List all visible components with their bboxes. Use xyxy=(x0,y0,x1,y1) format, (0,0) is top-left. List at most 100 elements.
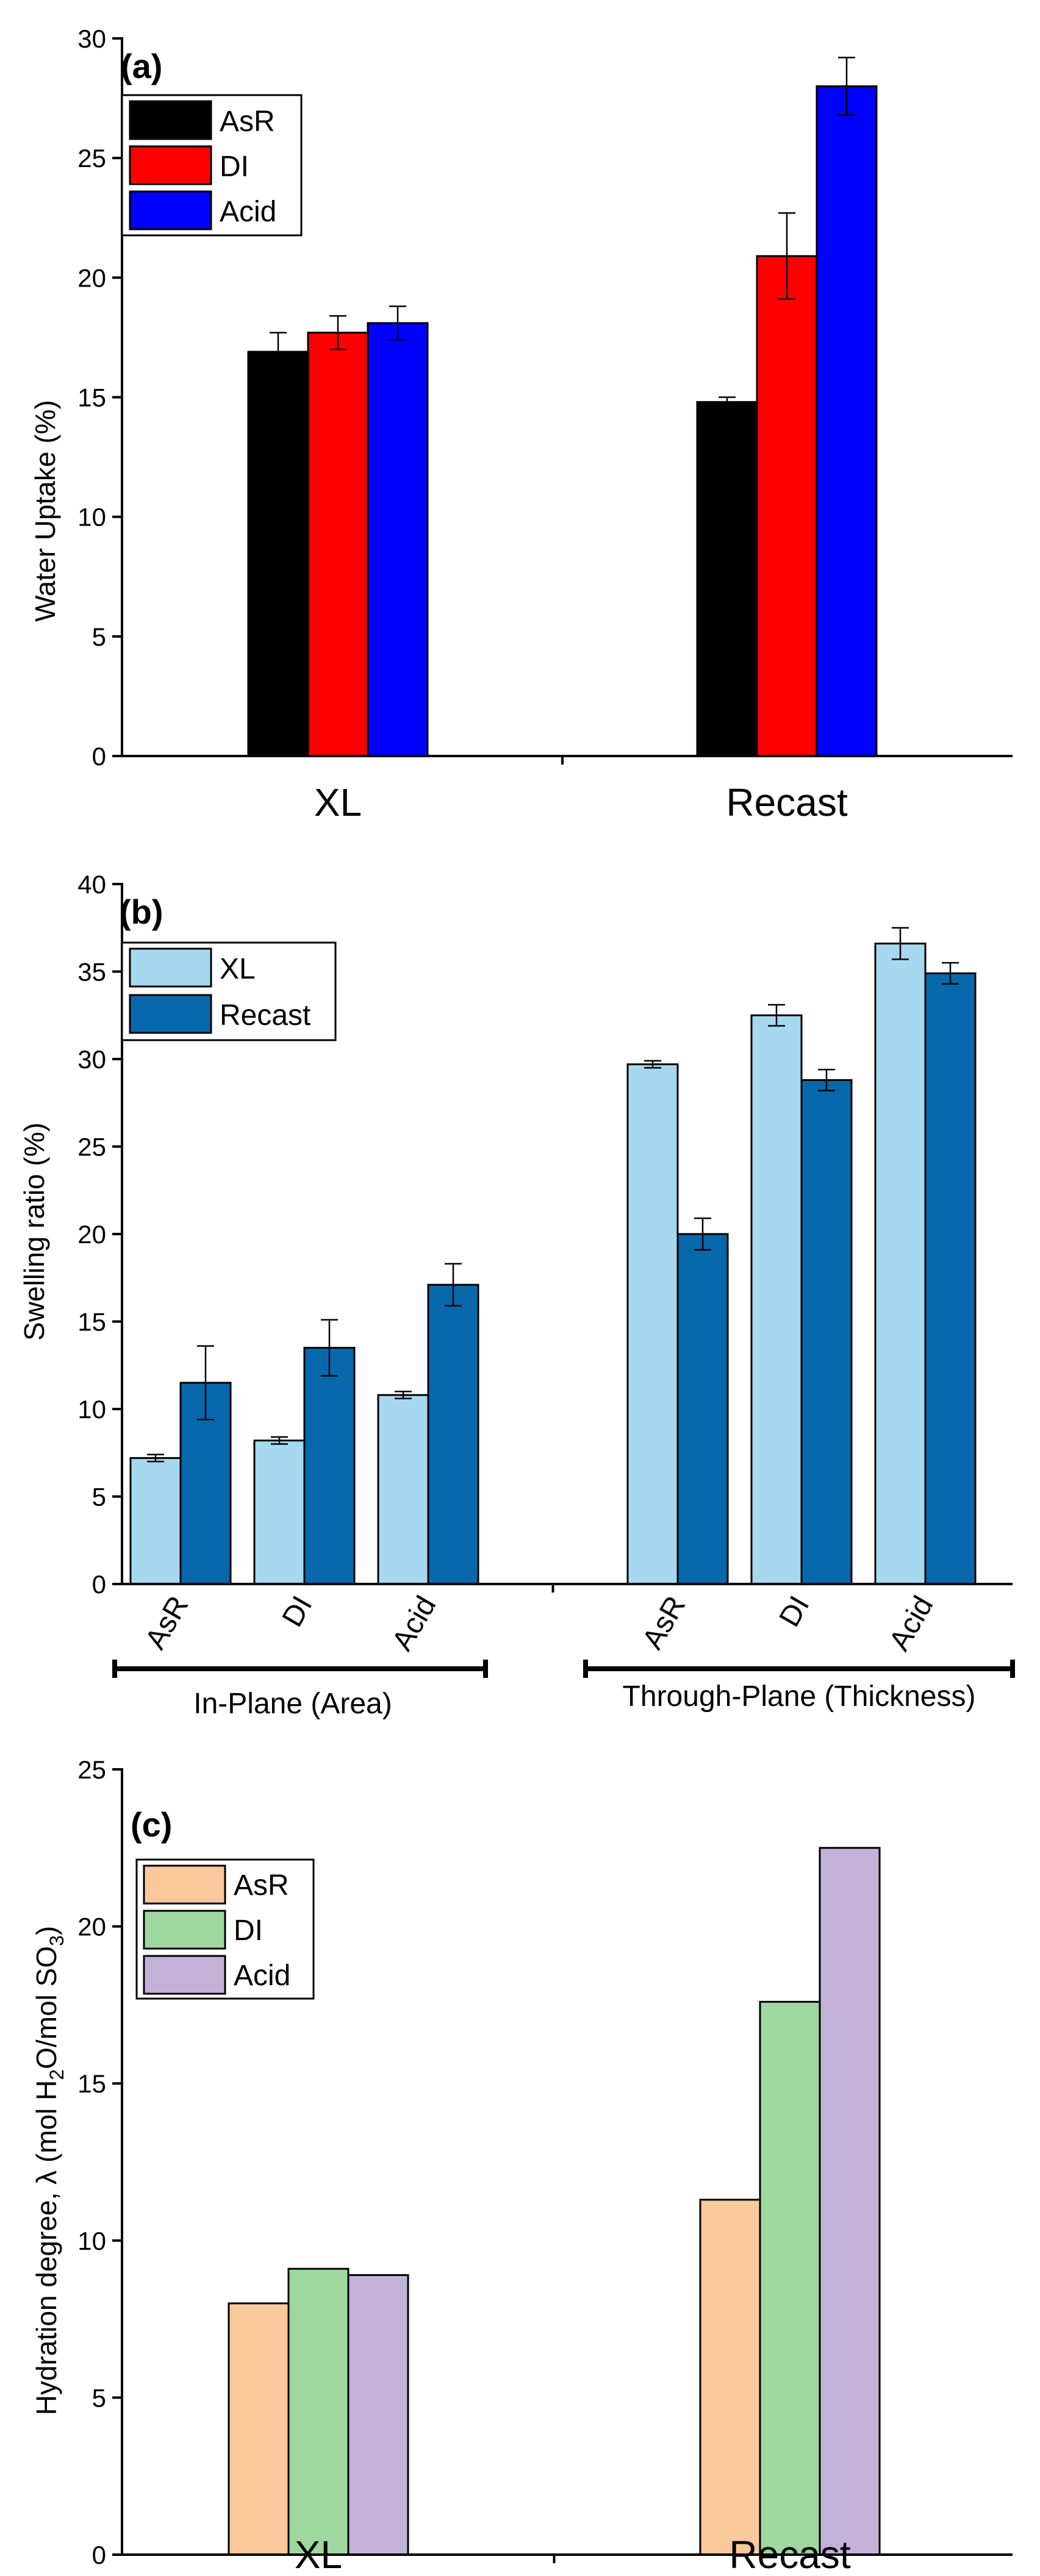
panel-a-error-bar-di-1 xyxy=(778,212,795,300)
panel-b-x-category-label-acid-5: Acid xyxy=(883,1591,940,1656)
panel-b-y-tick-label-0: 0 xyxy=(92,1570,106,1599)
panel-a-bar-acid-recast-1 xyxy=(816,85,878,757)
panel-b-error-bar-recast-5 xyxy=(942,962,959,985)
panel-b-legend-label-xl: XL xyxy=(220,953,256,985)
panel-a-x-category-label-xl: XL xyxy=(314,780,362,824)
panel-a-error-bar-acid-1 xyxy=(838,57,855,116)
panel-a-y-tick-label-0: 0 xyxy=(92,742,106,771)
panel-b-x-category-label-asr-3: AsR xyxy=(636,1591,692,1655)
panel-b-error-bar-xl-1 xyxy=(271,1436,288,1445)
panel-b-bar-xl-asr-0 xyxy=(129,1457,182,1585)
panel-a-bar-asr-xl-0 xyxy=(247,351,309,757)
panel-c-y-title-sub1: 2 xyxy=(46,2069,68,2080)
panel-a-error-bar-acid-0 xyxy=(389,305,406,341)
panel-c-y-tick-label-20: 20 xyxy=(77,1913,106,1941)
panel-b-y-axis-title: Swelling ratio (%) xyxy=(18,1122,50,1341)
panel-b-y-tick-label-10: 10 xyxy=(77,1395,106,1424)
panel-a-bars xyxy=(247,85,878,757)
panel-a-y-tick-label-25: 25 xyxy=(77,144,106,173)
panel-a-y-tick-label-20: 20 xyxy=(77,263,106,292)
panel-b-group-label-through-plane: Through-Plane (Thickness) xyxy=(623,1680,976,1713)
panel-b-error-bar-recast-1 xyxy=(321,1319,338,1377)
panel-b-group-bracket-through-plane: Through-Plane (Thickness) xyxy=(583,1660,1015,1713)
panel-b-error-bar-xl-2 xyxy=(395,1391,412,1400)
panel-a-x-category-label-recast: Recast xyxy=(726,780,847,824)
panel-b-y-tick-label-15: 15 xyxy=(77,1308,106,1336)
panel-c-legend-label-di: DI xyxy=(234,1914,263,1947)
panel-a-bar-di-xl-0 xyxy=(307,332,369,757)
panel-c-y-tick-label-0: 0 xyxy=(92,2541,106,2569)
panel-c-x-category-label-xl: XL xyxy=(295,2533,342,2576)
panel-a-error-bar-asr-1 xyxy=(719,396,736,408)
panel-b-bars xyxy=(129,943,977,1585)
panel-c-y-tick-label-5: 5 xyxy=(92,2383,106,2412)
panel-c-bar-di-xl-0 xyxy=(287,2267,350,2556)
panel-a-y-tick-label-10: 10 xyxy=(77,503,106,532)
panel-c-x-category-label-recast: Recast xyxy=(729,2533,850,2576)
panel-a-y-tick-label-15: 15 xyxy=(77,384,106,412)
panel-b-label: (b) xyxy=(120,893,163,931)
panel-a-x-categories: XL Recast xyxy=(314,780,848,824)
panel-a-legend-label-asr: AsR xyxy=(220,105,275,138)
panel-c-bar-asr-xl-0 xyxy=(228,2302,290,2556)
panel-c-bars xyxy=(228,1847,881,2556)
panel-a-legend-swatch-acid xyxy=(129,190,212,230)
panel-b-legend-label-recast: Recast xyxy=(220,999,310,1032)
panel-c-legend-label-acid: Acid xyxy=(234,1960,290,1992)
panel-b-y-tick-label-30: 30 xyxy=(77,1045,106,1074)
panel-b-bar-xl-di-1 xyxy=(253,1440,306,1585)
panel-b-bar-recast-acid-2 xyxy=(427,1283,479,1585)
panel-b-error-bar-xl-3 xyxy=(644,1060,661,1069)
panel-b-y-tick-label-40: 40 xyxy=(77,870,106,899)
panel-b-error-bar-xl-0 xyxy=(147,1454,164,1463)
panel-b-bar-recast-acid-5 xyxy=(924,972,977,1585)
panel-a-error-bars xyxy=(270,57,855,408)
panel-b-y-tick-label-35: 35 xyxy=(77,958,106,987)
panel-b-bar-xl-di-4 xyxy=(750,1014,803,1585)
panel-c-y-title-part3: ) xyxy=(30,1926,62,1935)
panel-b-legend-swatch-recast xyxy=(129,994,212,1034)
panel-b-bar-xl-asr-3 xyxy=(626,1063,679,1585)
panel-a-bar-asr-recast-1 xyxy=(696,401,758,757)
panel-a-label: (a) xyxy=(121,47,162,85)
panel-a-legend-swatch-asr xyxy=(129,100,212,140)
panel-b-bar-recast-di-1 xyxy=(303,1347,356,1585)
panel-b-error-bar-recast-2 xyxy=(445,1263,462,1307)
panel-c-bar-acid-xl-0 xyxy=(347,2274,409,2556)
panel-c-y-tick-label-10: 10 xyxy=(77,2227,106,2255)
panel-b-error-bar-xl-4 xyxy=(768,1004,785,1027)
panel-b-x-category-label-di-4: DI xyxy=(773,1591,816,1632)
panel-b-x-category-label-di-1: DI xyxy=(276,1591,319,1632)
panel-a-bar-acid-xl-0 xyxy=(367,322,429,757)
panel-c-label: (c) xyxy=(131,1805,172,1844)
panel-b-error-bar-xl-5 xyxy=(892,927,909,960)
panel-a-legend-swatch-di xyxy=(129,145,212,185)
panel-c-y-tick-label-15: 15 xyxy=(77,2069,106,2098)
panel-a-y-tick-label-5: 5 xyxy=(92,623,106,651)
panel-a-y-axis-title: Water Uptake (%) xyxy=(29,400,61,622)
panel-b-x-category-label-asr-0: AsR xyxy=(139,1591,195,1655)
panel-b-bar-xl-acid-5 xyxy=(874,943,927,1585)
panel-b-error-bar-recast-0 xyxy=(197,1345,214,1421)
panel-c-x-categories: XL Recast xyxy=(295,2533,851,2576)
panel-b-y-tick-label-20: 20 xyxy=(77,1220,106,1249)
panel-b-bar-xl-acid-2 xyxy=(377,1394,429,1585)
panel-c-legend-swatch-di xyxy=(143,1910,226,1950)
panel-a-water-uptake-chart: 0 5 10 15 20 25 30 XL Recast Water Uptake (%) (… xyxy=(29,24,1013,824)
panel-b-error-bars xyxy=(147,927,959,1463)
panel-c-y-axis-title: Hydration degree, λ (mol H2O/mol SO3) xyxy=(30,1926,68,2416)
panel-a-legend: AsR DI Acid xyxy=(121,94,303,237)
panel-a-y-tick-label-30: 30 xyxy=(77,24,106,53)
panel-c-y-title-part2: O/mol SO xyxy=(30,1946,62,2069)
panel-b-error-bar-recast-4 xyxy=(818,1068,835,1091)
panel-b-y-tick-label-5: 5 xyxy=(92,1483,106,1511)
panel-c-y-tick-label-25: 25 xyxy=(77,1755,106,1784)
panel-c-axes xyxy=(121,1768,1013,2563)
panel-b-group-bracket-in-plane: In-Plane (Area) xyxy=(112,1660,488,1720)
panel-c-legend-swatch-acid xyxy=(143,1955,226,1995)
panel-b-group-label-in-plane: In-Plane (Area) xyxy=(193,1688,392,1720)
panel-c-legend-label-asr: AsR xyxy=(234,1869,289,1902)
panel-b-x-category-label-acid-2: Acid xyxy=(386,1591,443,1656)
panel-c-hydration-degree-chart: 0 5 10 15 20 25 XL Recast Hydration degree, λ … xyxy=(30,1755,1013,2576)
